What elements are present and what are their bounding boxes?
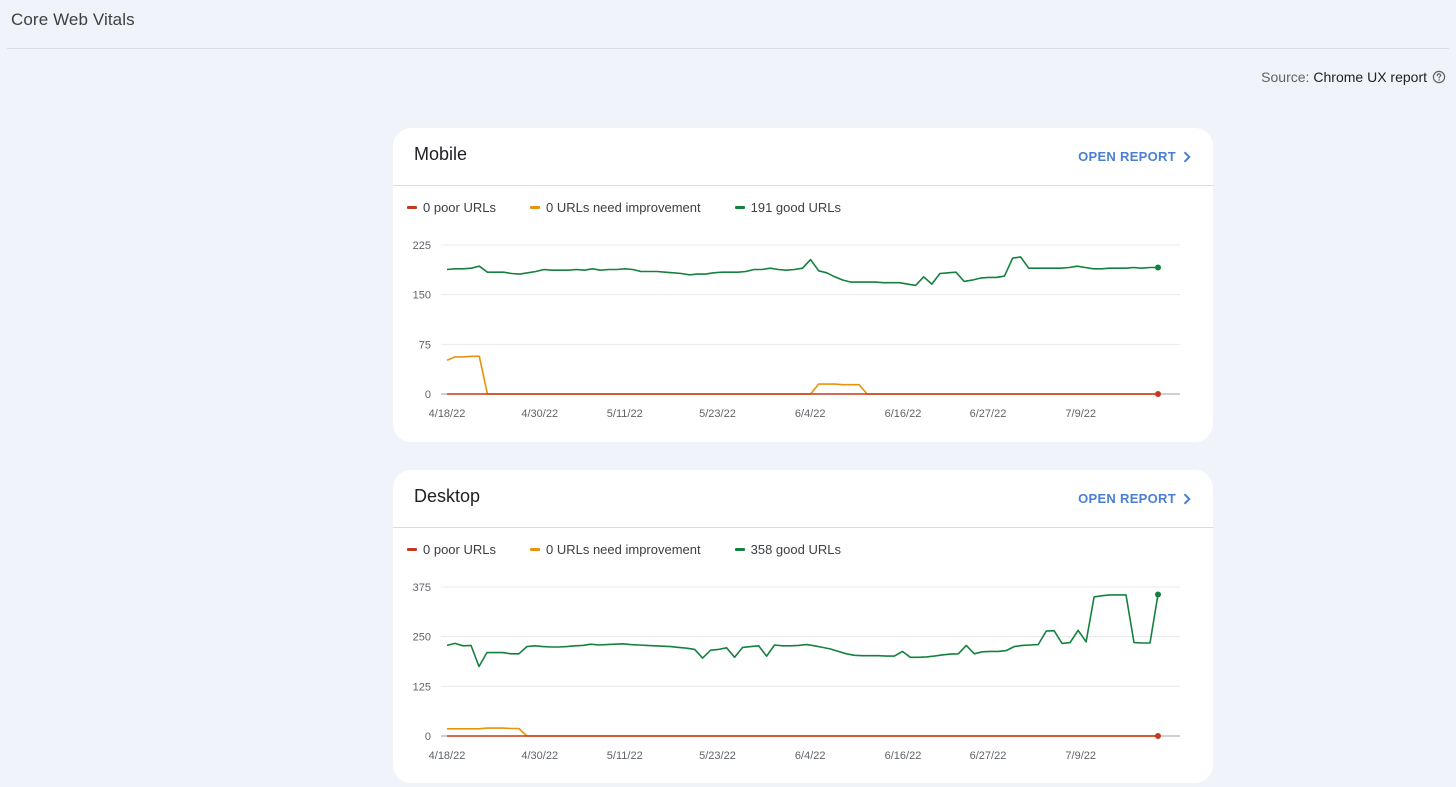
x-tick-label: 5/23/22	[699, 750, 736, 762]
y-tick-label: 75	[419, 339, 431, 351]
chevron-right-icon	[1183, 150, 1191, 163]
y-tick-label: 225	[413, 240, 431, 252]
x-tick-label: 4/18/22	[429, 408, 466, 420]
y-tick-label: 375	[413, 582, 431, 594]
legend-item-needs-improvement[interactable]: 0 URLs need improvement	[529, 200, 701, 215]
open-report-label: OPEN REPORT	[1078, 149, 1176, 164]
help-icon[interactable]	[1432, 70, 1446, 84]
x-tick-label: 4/30/22	[521, 408, 558, 420]
x-tick-label: 4/18/22	[429, 750, 466, 762]
legend-label-needs-improvement: 0 URLs need improvement	[545, 542, 701, 557]
x-tick-label: 5/23/22	[699, 408, 736, 420]
legend-swatch-good	[734, 548, 745, 551]
legend-item-poor[interactable]: 0 poor URLs	[407, 200, 496, 215]
page-title: Core Web Vitals	[11, 10, 135, 29]
x-tick-label: 6/16/22	[885, 750, 922, 762]
legend-swatch-poor	[407, 548, 417, 551]
card-divider	[393, 185, 1213, 186]
x-tick-label: 6/16/22	[885, 408, 922, 420]
x-tick-label: 5/11/22	[607, 750, 643, 762]
card-title: Mobile	[414, 144, 468, 164]
source-attribution: Source: Chrome UX report	[1261, 69, 1446, 85]
series-endpoint-good	[1155, 591, 1161, 598]
y-tick-label: 150	[413, 290, 431, 302]
top-bar: Core Web Vitals	[0, 0, 1456, 49]
legend-swatch-good	[734, 206, 745, 209]
source-prefix: Source:	[1261, 69, 1310, 85]
legend-label-good: 358 good URLs	[750, 542, 841, 557]
open-report-button[interactable]: OPEN REPORT	[1078, 149, 1191, 164]
legend-label-poor: 0 poor URLs	[423, 200, 496, 215]
x-tick-label: 6/4/22	[795, 750, 826, 762]
open-report-label: OPEN REPORT	[1078, 491, 1176, 506]
chart-legend: 0 poor URLs 0 URLs need improvement 191 …	[407, 200, 875, 215]
chart-legend: 0 poor URLs 0 URLs need improvement 358 …	[407, 542, 875, 557]
series-line-good	[446, 256, 1158, 287]
card-divider	[393, 527, 1213, 528]
series-endpoint-good	[1155, 264, 1161, 271]
legend-swatch-needs-improvement	[529, 548, 540, 551]
chevron-right-icon	[1183, 492, 1191, 505]
legend-label-good: 191 good URLs	[750, 200, 841, 215]
desktop-line-chart[interactable]: 0 125 250 375 4/18/22 4/30/22 5/11/22 5/23/22 6/…	[393, 470, 1213, 783]
x-tick-label: 7/9/22	[1065, 408, 1096, 420]
card-title: Desktop	[414, 486, 481, 506]
y-tick-label: 0	[425, 731, 431, 743]
mobile-line-chart[interactable]: 0 75 150 225 4/18/22 4/30/22 5/11/22 5/23/22 6/4…	[393, 128, 1213, 442]
series-endpoint-poor	[1155, 733, 1161, 739]
open-report-button[interactable]: OPEN REPORT	[1078, 491, 1191, 506]
series-line-needs-improvement	[447, 727, 1158, 737]
source-link[interactable]: Chrome UX report	[1313, 69, 1427, 85]
legend-swatch-poor	[407, 206, 417, 209]
mobile-card: Mobile OPEN REPORT 0 poor URLs 0 URLs ne…	[393, 128, 1213, 442]
x-tick-label: 6/27/22	[970, 408, 1007, 420]
y-tick-label: 125	[413, 681, 431, 693]
legend-item-good[interactable]: 358 good URLs	[734, 542, 841, 557]
x-tick-label: 4/30/22	[521, 750, 558, 762]
x-tick-label: 6/4/22	[795, 408, 826, 420]
legend-label-poor: 0 poor URLs	[423, 542, 496, 557]
legend-item-needs-improvement[interactable]: 0 URLs need improvement	[529, 542, 701, 557]
series-endpoint-poor	[1155, 391, 1161, 397]
x-tick-label: 7/9/22	[1065, 750, 1096, 762]
legend-swatch-needs-improvement	[529, 206, 540, 209]
y-tick-label: 250	[413, 632, 431, 644]
y-tick-label: 0	[425, 389, 431, 401]
legend-item-good[interactable]: 191 good URLs	[734, 200, 841, 215]
series-line-good	[446, 594, 1159, 668]
legend-item-poor[interactable]: 0 poor URLs	[407, 542, 496, 557]
x-tick-label: 6/27/22	[970, 750, 1007, 762]
desktop-card: Desktop OPEN REPORT 0 poor URLs 0 URLs n…	[393, 470, 1213, 783]
series-line-needs-improvement	[446, 355, 1158, 395]
legend-label-needs-improvement: 0 URLs need improvement	[545, 200, 701, 215]
x-tick-label: 5/11/22	[607, 408, 643, 420]
header-divider	[7, 48, 1449, 49]
